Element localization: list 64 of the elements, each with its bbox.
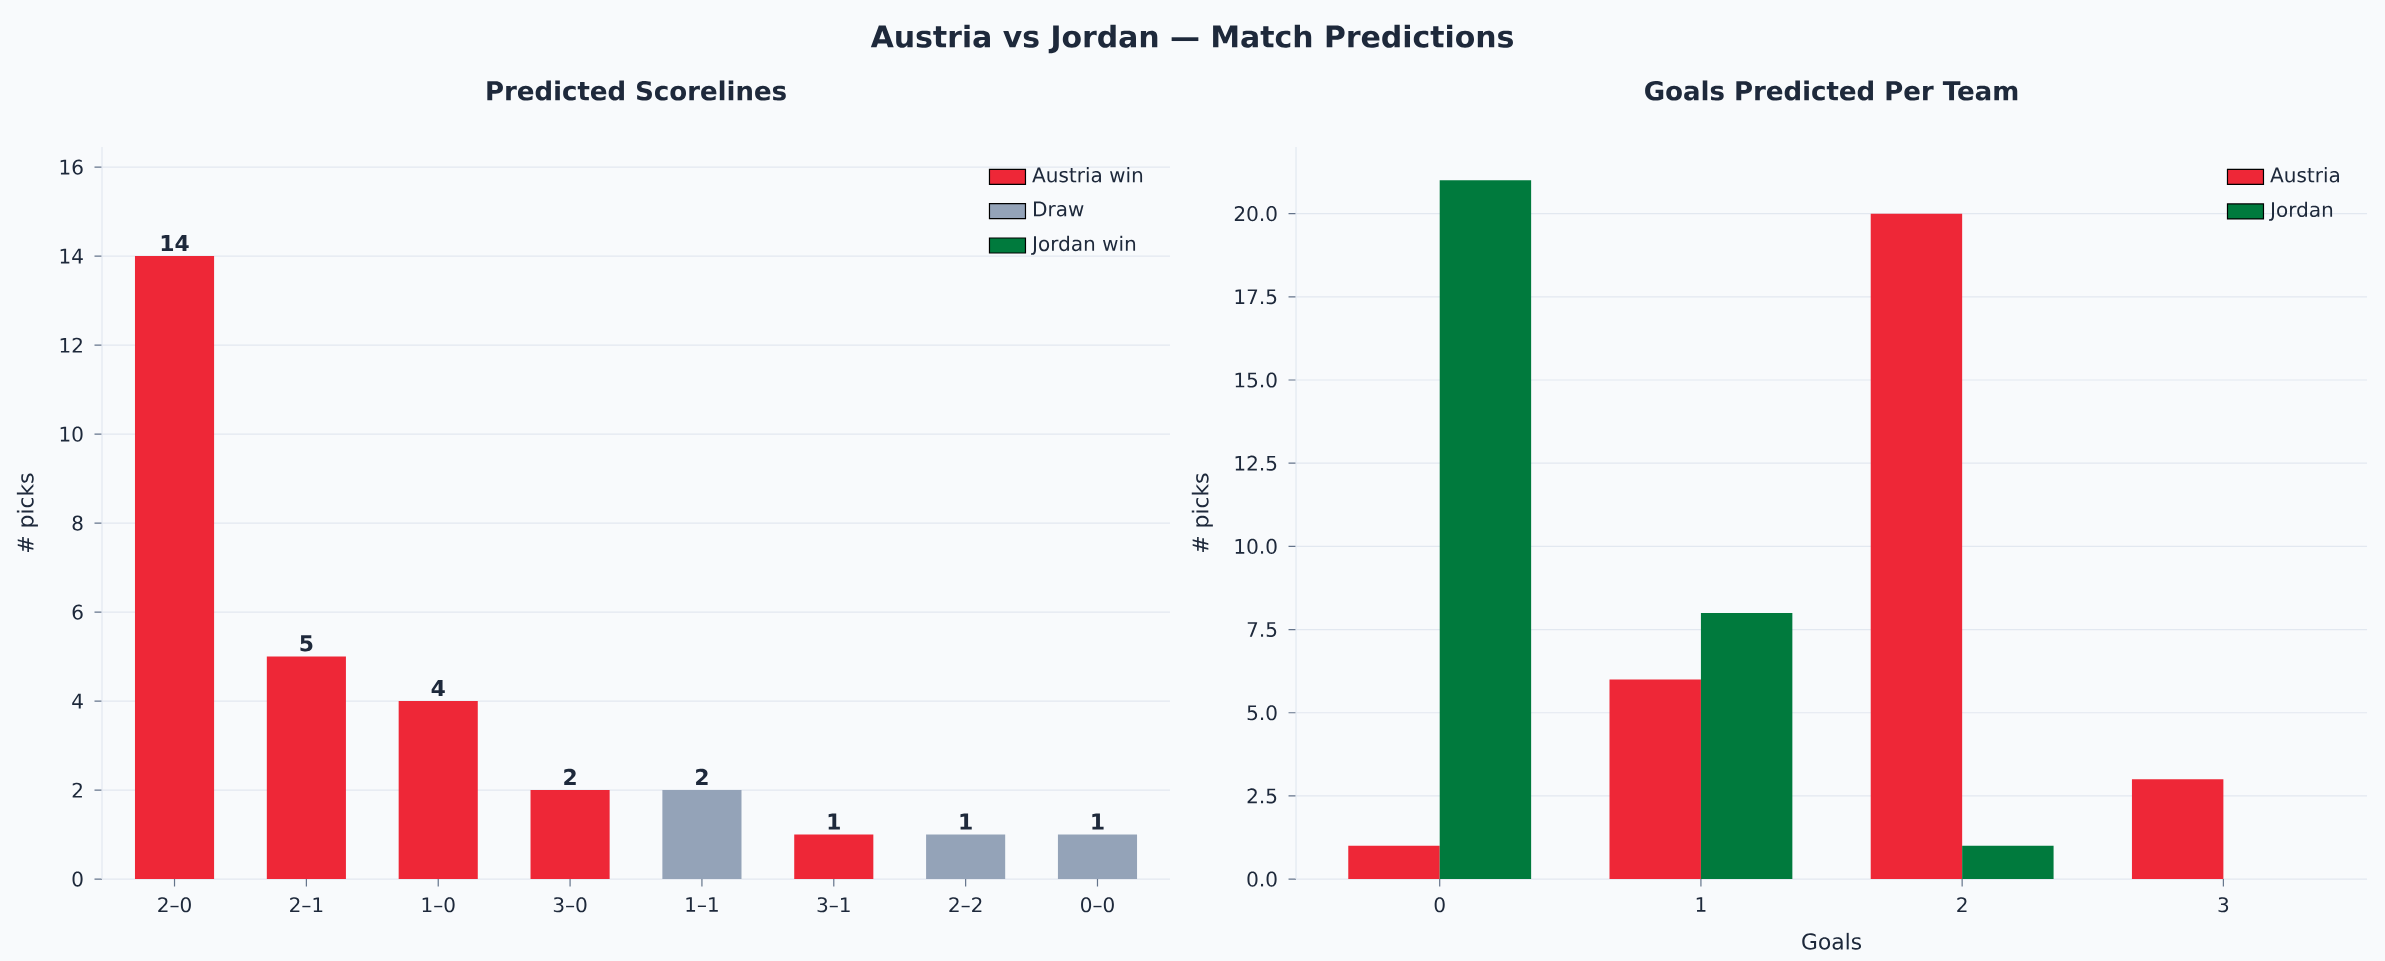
x-tick-label: 0–0 [1081, 897, 1114, 913]
y-tick-label: 12.5 [1235, 455, 1277, 471]
bar [662, 790, 742, 880]
y-tick-label: 0 [72, 871, 83, 887]
bar [1439, 180, 1532, 880]
data-label: 2 [564, 768, 576, 785]
bar [530, 790, 610, 880]
data-label: 4 [431, 680, 445, 696]
data-label: 1 [960, 813, 972, 830]
x-tick-label: 2–1 [290, 897, 323, 913]
data-label: 14 [161, 235, 189, 252]
x-tick-label: 1–1 [686, 897, 718, 912]
x-tick-label: 2–2 [949, 897, 982, 913]
y-tick-label: 16 [60, 159, 83, 175]
data-label: 5 [300, 635, 313, 652]
y-tick-label: 5.0 [1247, 705, 1277, 721]
chart-title: Goals Predicted Per Team [1645, 80, 2018, 101]
y-tick-label: 8 [72, 515, 83, 531]
x-tick-label: 0 [1434, 897, 1445, 913]
x-tick-label: 1–0 [422, 897, 455, 913]
y-axis-title: # picks [16, 473, 38, 552]
y-tick-label: 12 [60, 337, 82, 353]
bar [1057, 834, 1138, 880]
x-tick-label: 3–0 [553, 897, 587, 913]
bar [398, 701, 478, 880]
y-tick-label: 2.5 [1247, 788, 1277, 804]
y-tick-label: 2 [72, 782, 82, 798]
y-axis-title: # picks [1191, 473, 1213, 552]
y-tick-label: 20.0 [1234, 206, 1277, 222]
bar [1700, 612, 1793, 880]
y-tick-label: 4 [72, 693, 83, 709]
y-tick-label: 14 [60, 248, 83, 264]
bar [794, 834, 874, 880]
legend-label: Austria [2270, 166, 2339, 183]
bar [926, 834, 1006, 880]
bar [2131, 779, 2224, 880]
legend-label: Jordan win [1031, 235, 1136, 255]
bar [266, 656, 346, 880]
bar [134, 256, 215, 880]
x-tick-label: 2–0 [158, 897, 191, 913]
legend-label: Jordan [2269, 201, 2333, 221]
bar [1609, 679, 1701, 880]
bar [1870, 213, 1963, 880]
y-tick-label: 15.0 [1235, 372, 1277, 388]
bar [1348, 845, 1440, 880]
x-tick-label: 3 [2218, 897, 2229, 913]
x-axis-title: Goals [1802, 932, 1862, 950]
y-tick-label: 6 [72, 604, 83, 620]
data-label: 2 [696, 768, 708, 785]
bar [1962, 845, 2054, 880]
legend-label: Austria win [1032, 166, 1143, 183]
y-tick-label: 7.5 [1247, 622, 1277, 637]
data-label: 1 [1092, 813, 1104, 830]
x-tick-label: 1 [1696, 897, 1706, 912]
y-tick-label: 17.5 [1235, 289, 1277, 305]
data-label: 1 [828, 813, 840, 830]
chart-title: Austria vs Jordan — Match Predictions [870, 24, 1513, 54]
y-tick-label: 10 [60, 426, 83, 442]
legend-label: Draw [1034, 201, 1084, 217]
chart-subtitle: Predicted Scorelines [487, 80, 786, 101]
y-tick-label: 0.0 [1247, 871, 1277, 887]
x-tick-label: 2 [1957, 897, 1967, 913]
x-tick-label: 3–1 [817, 897, 850, 913]
y-tick-label: 10.0 [1235, 538, 1277, 554]
